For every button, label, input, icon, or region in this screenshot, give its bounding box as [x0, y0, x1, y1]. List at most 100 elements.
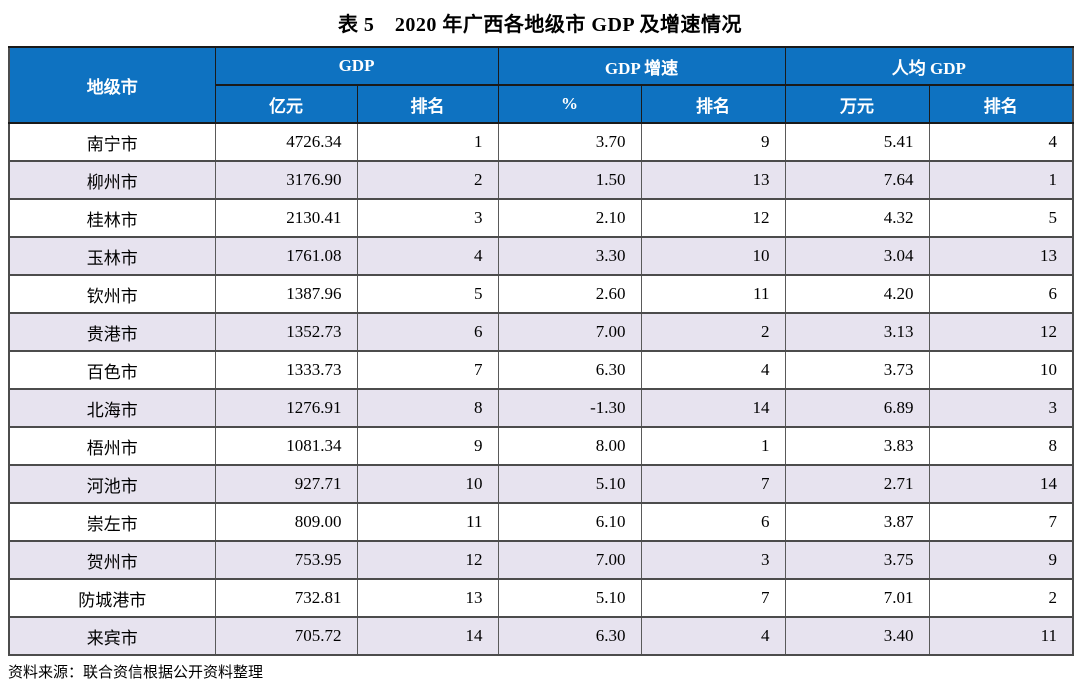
header-gdp-unit: 亿元 — [214, 84, 358, 124]
table-row: 百色市 1333.73 7 6.30 4 3.73 10 — [8, 350, 1074, 390]
per-capita-value-cell: 4.32 — [784, 198, 930, 238]
gdp-value-cell: 1333.73 — [214, 350, 358, 390]
growth-rank-cell: 7 — [640, 464, 786, 504]
per-capita-value-cell: 3.73 — [784, 350, 930, 390]
table-title: 表 5 2020 年广西各地级市 GDP 及增速情况 — [337, 14, 743, 36]
city-cell: 玉林市 — [8, 236, 216, 276]
gdp-rank-cell: 6 — [356, 312, 499, 352]
table-row: 钦州市 1387.96 5 2.60 11 4.20 6 — [8, 274, 1074, 314]
growth-value-cell: -1.30 — [497, 388, 642, 428]
growth-value-cell: 7.00 — [497, 312, 642, 352]
per-capita-rank-cell: 3 — [928, 388, 1074, 428]
table-row: 来宾市 705.72 14 6.30 4 3.40 11 — [8, 616, 1074, 656]
growth-value-cell: 5.10 — [497, 464, 642, 504]
growth-value-cell: 3.70 — [497, 122, 642, 162]
per-capita-rank-cell: 12 — [928, 312, 1074, 352]
growth-value-cell: 5.10 — [497, 578, 642, 618]
growth-rank-cell: 11 — [640, 274, 786, 314]
gdp-value-cell: 2130.41 — [214, 198, 358, 238]
table-row: 南宁市 4726.34 1 3.70 9 5.41 4 — [8, 122, 1074, 162]
growth-rank-cell: 14 — [640, 388, 786, 428]
per-capita-rank-cell: 7 — [928, 502, 1074, 542]
growth-value-cell: 2.60 — [497, 274, 642, 314]
gdp-value-cell: 1081.34 — [214, 426, 358, 466]
city-cell: 梧州市 — [8, 426, 216, 466]
growth-rank-cell: 10 — [640, 236, 786, 276]
growth-rank-cell: 4 — [640, 616, 786, 656]
growth-value-cell: 2.10 — [497, 198, 642, 238]
per-capita-value-cell: 2.71 — [784, 464, 930, 504]
gdp-value-cell: 1276.91 — [214, 388, 358, 428]
per-capita-value-cell: 3.83 — [784, 426, 930, 466]
gdp-rank-cell: 11 — [356, 502, 499, 542]
growth-value-cell: 6.10 — [497, 502, 642, 542]
growth-value-cell: 3.30 — [497, 236, 642, 276]
gdp-value-cell: 809.00 — [214, 502, 358, 542]
per-capita-value-cell: 4.20 — [784, 274, 930, 314]
header-sub-row: 亿元 排名 % 排名 万元 排名 — [9, 84, 1074, 124]
gdp-value-cell: 4726.34 — [214, 122, 358, 162]
table-row: 玉林市 1761.08 4 3.30 10 3.04 13 — [8, 236, 1074, 276]
per-capita-value-cell: 7.01 — [784, 578, 930, 618]
growth-value-cell: 8.00 — [497, 426, 642, 466]
growth-rank-cell: 4 — [640, 350, 786, 390]
per-capita-rank-cell: 1 — [928, 160, 1074, 200]
table-row: 北海市 1276.91 8 -1.30 14 6.89 3 — [8, 388, 1074, 428]
growth-rank-cell: 12 — [640, 198, 786, 238]
header-growth-rank: 排名 — [640, 84, 786, 124]
city-cell: 桂林市 — [8, 198, 216, 238]
growth-rank-cell: 2 — [640, 312, 786, 352]
header-per-capita-unit: 万元 — [784, 84, 930, 124]
gdp-rank-cell: 12 — [356, 540, 499, 580]
table-body: 南宁市 4726.34 1 3.70 9 5.41 4 柳州市 3176.90 … — [8, 122, 1074, 656]
gdp-value-cell: 3176.90 — [214, 160, 358, 200]
growth-rank-cell: 3 — [640, 540, 786, 580]
city-cell: 来宾市 — [8, 616, 216, 656]
gdp-table: 地级市 GDP GDP 增速 人均 GDP 亿元 排名 % 排名 万元 排名 南… — [8, 46, 1075, 656]
gdp-rank-cell: 13 — [356, 578, 499, 618]
header-growth-unit: % — [497, 84, 642, 124]
city-cell: 贵港市 — [8, 312, 216, 352]
per-capita-rank-cell: 5 — [928, 198, 1074, 238]
city-cell: 柳州市 — [8, 160, 216, 200]
gdp-value-cell: 705.72 — [214, 616, 358, 656]
table-row: 贺州市 753.95 12 7.00 3 3.75 9 — [8, 540, 1074, 580]
gdp-rank-cell: 7 — [356, 350, 499, 390]
table-row: 防城港市 732.81 13 5.10 7 7.01 2 — [8, 578, 1074, 618]
header-group-row: 地级市 GDP GDP 增速 人均 GDP — [8, 46, 1074, 124]
gdp-rank-cell: 14 — [356, 616, 499, 656]
city-cell: 钦州市 — [8, 274, 216, 314]
city-cell: 北海市 — [8, 388, 216, 428]
source-note: 资料来源：联合资信根据公开资料整理 — [8, 665, 264, 680]
gdp-value-cell: 927.71 — [214, 464, 358, 504]
growth-value-cell: 6.30 — [497, 616, 642, 656]
growth-value-cell: 1.50 — [497, 160, 642, 200]
per-capita-rank-cell: 11 — [928, 616, 1074, 656]
city-cell: 河池市 — [8, 464, 216, 504]
city-cell: 贺州市 — [8, 540, 216, 580]
gdp-rank-cell: 3 — [356, 198, 499, 238]
growth-value-cell: 7.00 — [497, 540, 642, 580]
gdp-value-cell: 1761.08 — [214, 236, 358, 276]
gdp-value-cell: 753.95 — [214, 540, 358, 580]
city-cell: 百色市 — [8, 350, 216, 390]
gdp-rank-cell: 9 — [356, 426, 499, 466]
gdp-rank-cell: 5 — [356, 274, 499, 314]
per-capita-rank-cell: 2 — [928, 578, 1074, 618]
table-row: 柳州市 3176.90 2 1.50 13 7.64 1 — [8, 160, 1074, 200]
per-capita-value-cell: 3.04 — [784, 236, 930, 276]
per-capita-value-cell: 3.75 — [784, 540, 930, 580]
gdp-rank-cell: 1 — [356, 122, 499, 162]
header-city: 地级市 — [8, 46, 216, 124]
gdp-rank-cell: 2 — [356, 160, 499, 200]
city-cell: 南宁市 — [8, 122, 216, 162]
header-group-gdp: GDP — [214, 46, 499, 86]
gdp-rank-cell: 10 — [356, 464, 499, 504]
per-capita-value-cell: 3.40 — [784, 616, 930, 656]
growth-value-cell: 6.30 — [497, 350, 642, 390]
per-capita-rank-cell: 14 — [928, 464, 1074, 504]
per-capita-rank-cell: 9 — [928, 540, 1074, 580]
table-row: 桂林市 2130.41 3 2.10 12 4.32 5 — [8, 198, 1074, 238]
table-row: 梧州市 1081.34 9 8.00 1 3.83 8 — [8, 426, 1074, 466]
